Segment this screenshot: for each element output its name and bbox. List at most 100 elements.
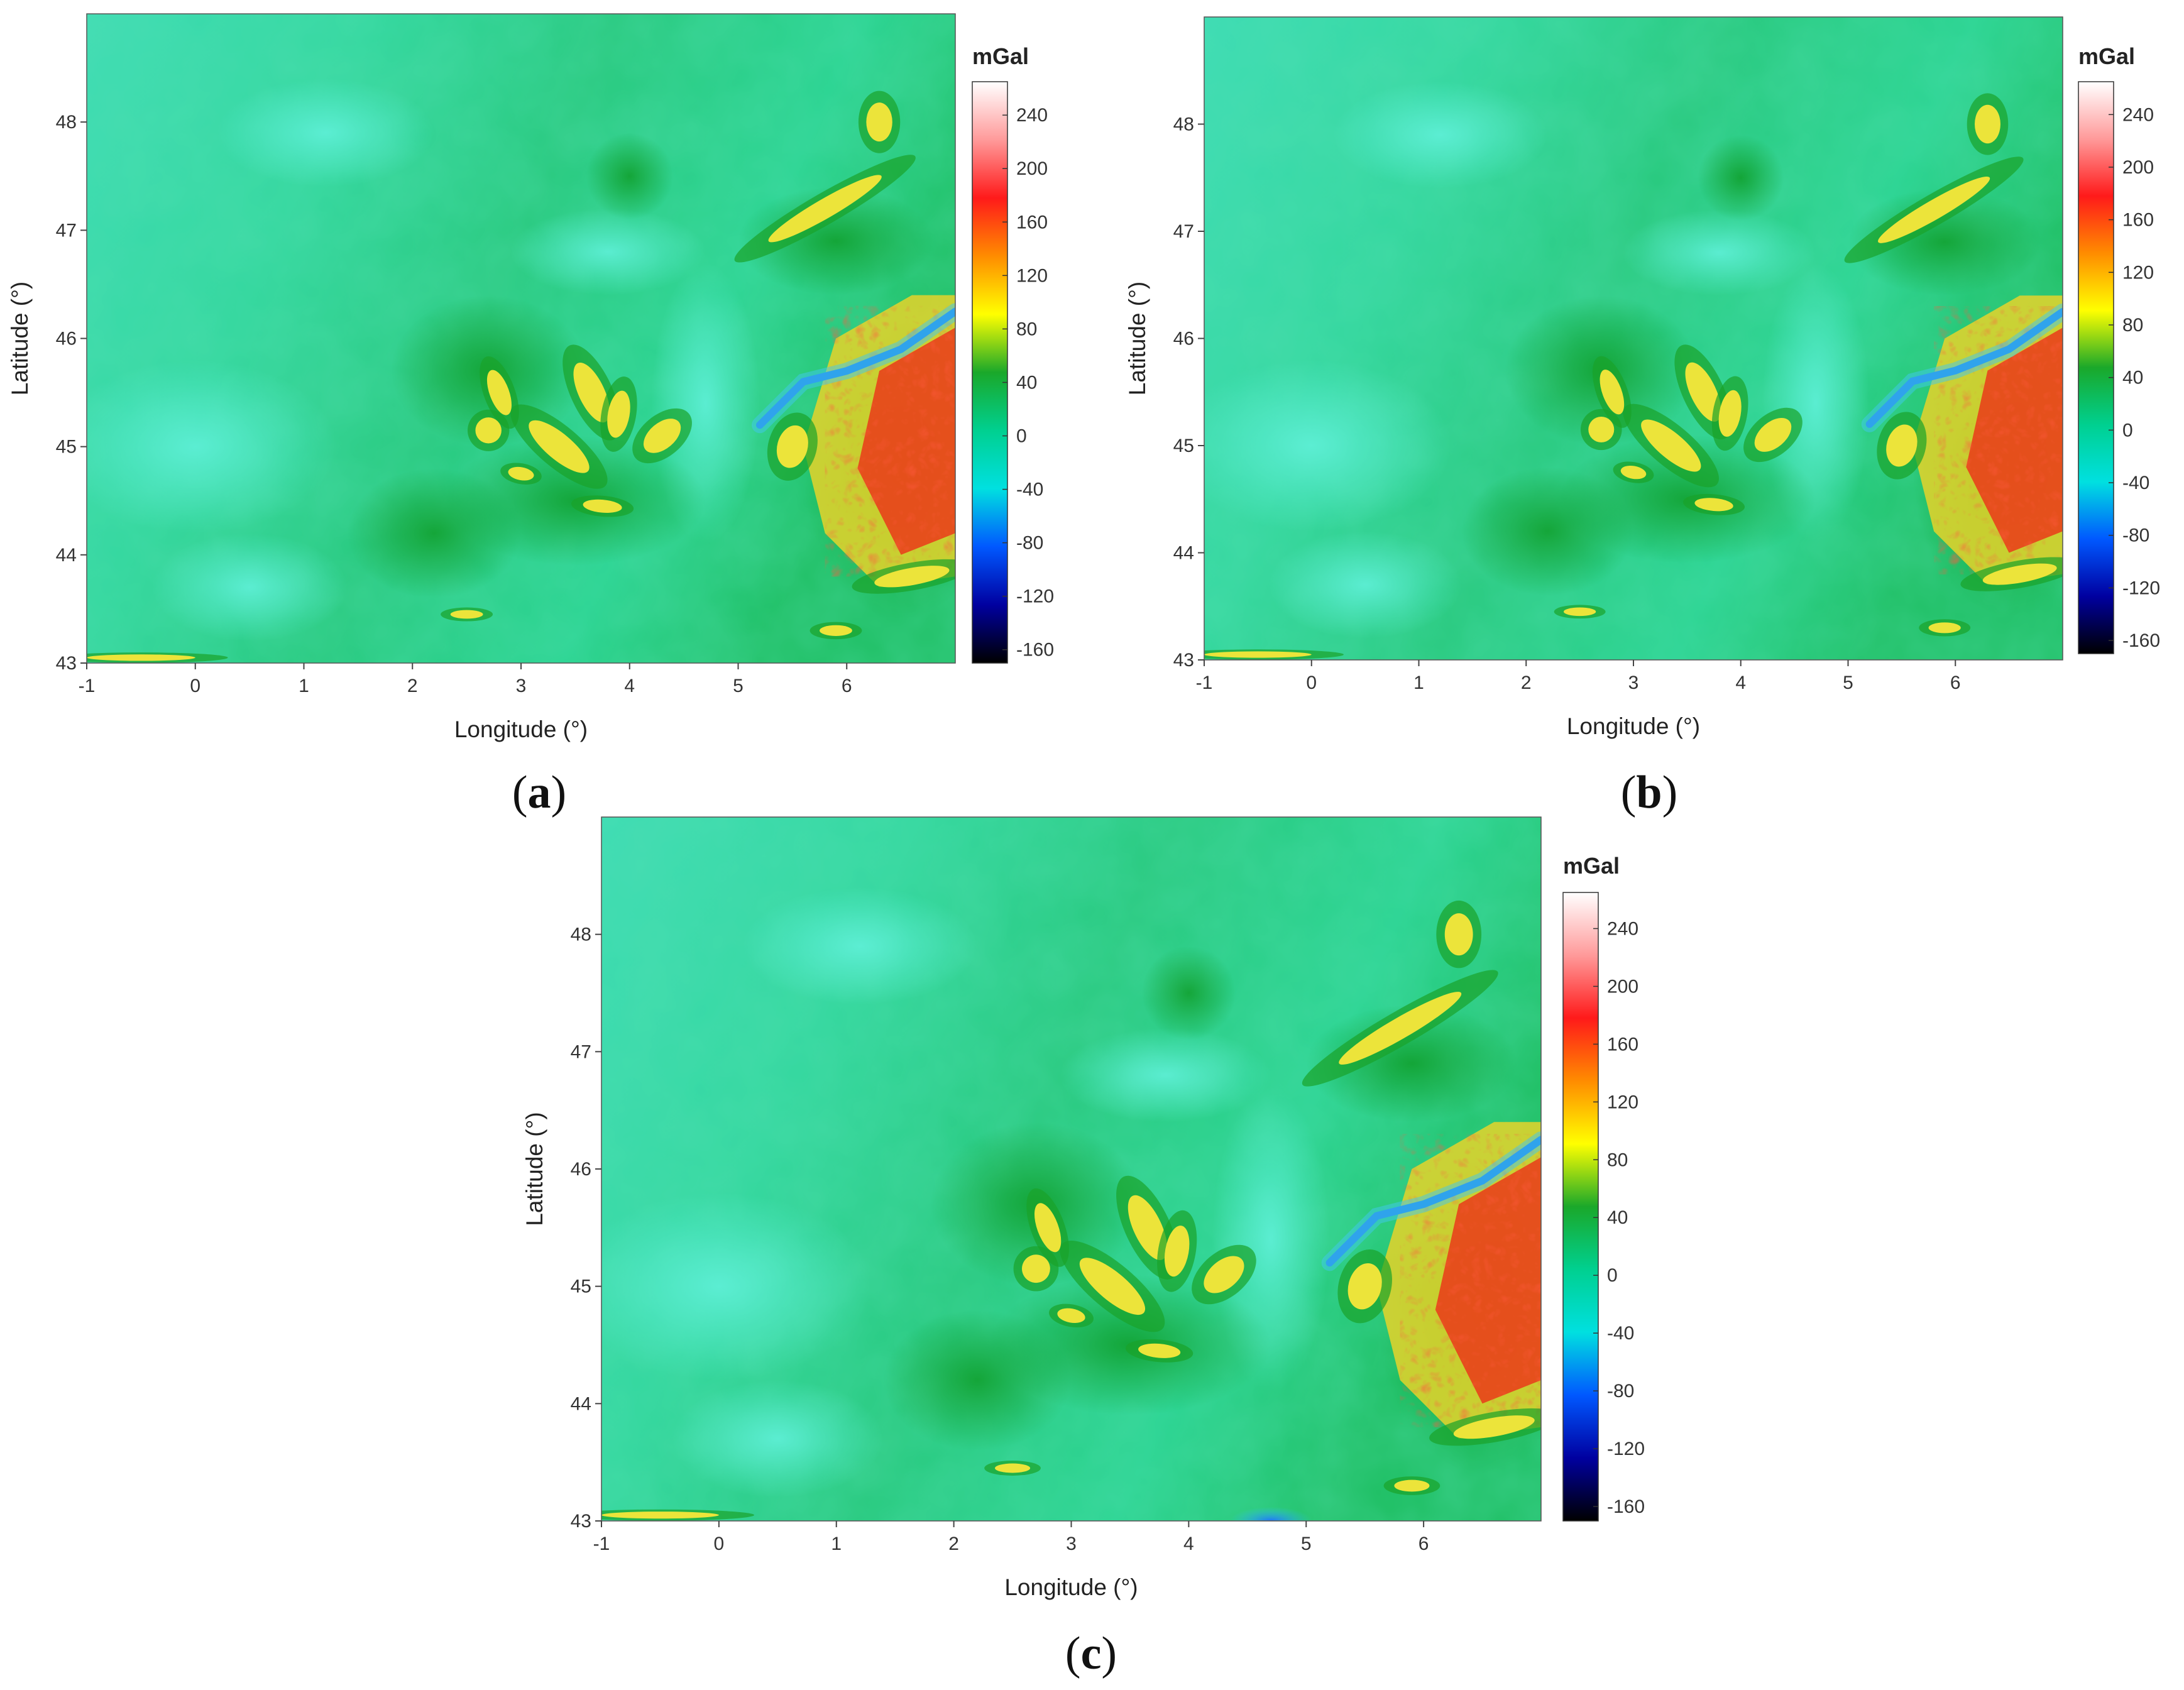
high-anomaly-patch bbox=[486, 370, 512, 415]
y-tick-label: 44 bbox=[1173, 543, 1194, 564]
y-tick-label: 46 bbox=[56, 329, 77, 349]
colorbar-tick-label: 200 bbox=[1607, 976, 1638, 997]
positive-anomaly-region bbox=[883, 1310, 1072, 1451]
colorbar-tick-label: -40 bbox=[2122, 473, 2149, 493]
colorbar-scale bbox=[2078, 81, 2114, 654]
y-tick-label: 46 bbox=[571, 1159, 591, 1180]
colorbar-tick-label: 120 bbox=[1607, 1092, 1638, 1112]
colorbar: 240 200 160 120 80 40 0 -40 -80 -120 -160 mGal bbox=[2078, 43, 2160, 654]
high-anomaly-patch bbox=[866, 102, 892, 142]
high-anomaly-patch bbox=[475, 417, 502, 444]
x-axis-label: Longitude (°) bbox=[1004, 1574, 1138, 1600]
panel-label: (a) bbox=[512, 767, 566, 818]
y-tick-label: 45 bbox=[571, 1276, 591, 1297]
colorbar-tick-label: 240 bbox=[1016, 105, 1048, 126]
heatmap-field bbox=[1204, 17, 2063, 660]
x-tick-label: 1 bbox=[831, 1534, 842, 1554]
colorbar: 240 200 160 120 80 40 0 -40 -80 -120 -160 mGal bbox=[1562, 853, 1645, 1522]
y-tick-label: 47 bbox=[56, 220, 77, 241]
colorbar-tick-label: 40 bbox=[2122, 368, 2143, 388]
x-tick-label: 1 bbox=[299, 676, 309, 696]
panel-label-close: ) bbox=[1662, 767, 1678, 818]
colorbar-unit: mGal bbox=[972, 43, 1029, 69]
negative-anomaly-region bbox=[742, 887, 977, 1005]
y-tick-label: 43 bbox=[571, 1511, 591, 1532]
high-anomaly-patch bbox=[1754, 417, 1792, 452]
x-tick-label: 2 bbox=[407, 676, 418, 696]
valley-halo bbox=[752, 303, 955, 434]
high-anomaly-patch bbox=[1685, 362, 1721, 422]
x-tick-label: 0 bbox=[1306, 672, 1317, 693]
x-tick-label: 5 bbox=[1843, 672, 1853, 693]
positive-anomaly-region bbox=[1461, 467, 1633, 596]
panel-label-open: ( bbox=[1065, 1628, 1081, 1679]
high-anomaly-patch bbox=[1034, 1203, 1062, 1253]
x-tick-label: 3 bbox=[1628, 672, 1639, 693]
high-anomaly-patch bbox=[529, 420, 590, 473]
colorbar-unit: mGal bbox=[1563, 853, 1620, 879]
x-tick-label: -1 bbox=[79, 676, 96, 696]
colorbar-scale bbox=[972, 81, 1008, 664]
negative-anomaly-region bbox=[151, 533, 348, 642]
positive-anomaly-region bbox=[586, 133, 673, 220]
negative-anomaly-region bbox=[87, 359, 337, 534]
colorbar-tick-label: 40 bbox=[1016, 372, 1037, 393]
y-axis: 43 44 45 46 47 48 Latitude (°) bbox=[7, 112, 87, 674]
high-anomaly-patch bbox=[1694, 498, 1733, 512]
high-anomaly-patch bbox=[1878, 176, 1990, 243]
colorbar-tick-label: 40 bbox=[1607, 1207, 1628, 1228]
x-tick-label: -1 bbox=[1196, 672, 1213, 693]
y-tick-label: 48 bbox=[571, 925, 591, 945]
colorbar-tick-label: 0 bbox=[1607, 1265, 1618, 1286]
y-tick-label: 44 bbox=[56, 545, 77, 566]
colorbar-tick-label: 80 bbox=[1016, 319, 1037, 339]
positive-anomaly-region bbox=[1141, 946, 1236, 1040]
y-tick-label: 45 bbox=[1173, 436, 1194, 456]
colorbar-tick-label: -120 bbox=[2122, 578, 2160, 598]
y-axis-label: Latitude (°) bbox=[1124, 282, 1150, 395]
x-tick-label: 1 bbox=[1413, 672, 1424, 693]
colorbar: 240 200 160 120 80 40 0 -40 -80 -120 -160 mGal bbox=[972, 43, 1054, 664]
y-tick-label: 43 bbox=[1173, 650, 1194, 671]
high-anomaly-patch bbox=[508, 466, 534, 481]
y-tick-label: 48 bbox=[1173, 114, 1194, 135]
negative-anomaly-region bbox=[217, 79, 434, 187]
negative-anomaly-region bbox=[672, 1380, 884, 1498]
high-anomaly-patch bbox=[1339, 992, 1462, 1065]
y-tick-label: 47 bbox=[1173, 221, 1194, 242]
high-anomaly-patch bbox=[1138, 1343, 1181, 1358]
negative-anomaly-region bbox=[1059, 1028, 1271, 1122]
x-tick-label: 3 bbox=[516, 676, 527, 696]
x-tick-label: -1 bbox=[593, 1534, 610, 1554]
colorbar-tick-label: -160 bbox=[1607, 1496, 1645, 1517]
colorbar-tick-label: 120 bbox=[1016, 265, 1048, 286]
colorbar-tick-label: 80 bbox=[2122, 315, 2143, 336]
colorbar-tick-label: 160 bbox=[1016, 212, 1048, 233]
colorbar-tick-label: -80 bbox=[1016, 533, 1043, 554]
x-tick-label: 4 bbox=[624, 676, 635, 696]
y-tick-label: 48 bbox=[56, 112, 77, 133]
high-anomaly-patch bbox=[1204, 651, 1312, 658]
colorbar-tick-label: 120 bbox=[2122, 262, 2154, 283]
panel-label-letter: c bbox=[1081, 1628, 1102, 1679]
x-tick-label: 5 bbox=[733, 676, 744, 696]
colorbar-tick-label: -40 bbox=[1607, 1323, 1634, 1344]
high-anomaly-patch bbox=[601, 1512, 719, 1519]
high-anomaly-patch bbox=[1886, 424, 1918, 467]
colorbar-tick-label: -160 bbox=[1016, 640, 1054, 661]
y-tick-label: 47 bbox=[571, 1041, 591, 1062]
colorbar-tick-label: 0 bbox=[1016, 426, 1027, 447]
alpine-anomaly-zone bbox=[1861, 295, 2063, 585]
high-anomaly-patch bbox=[820, 625, 852, 636]
colorbar-tick-label: 160 bbox=[2122, 210, 2154, 231]
high-anomaly-patch bbox=[1928, 622, 1961, 634]
positive-anomaly-region bbox=[347, 468, 521, 598]
high-anomaly-patch bbox=[1564, 607, 1596, 617]
high-anomaly-patch bbox=[874, 566, 950, 588]
high-anomaly-patch bbox=[607, 390, 630, 438]
y-axis: 43 44 45 46 47 48 Latitude (°) bbox=[1124, 114, 1204, 671]
colorbar-tick-label: -120 bbox=[1016, 586, 1054, 607]
high-anomaly-patch bbox=[1718, 390, 1742, 437]
heatmap-field bbox=[87, 14, 955, 663]
